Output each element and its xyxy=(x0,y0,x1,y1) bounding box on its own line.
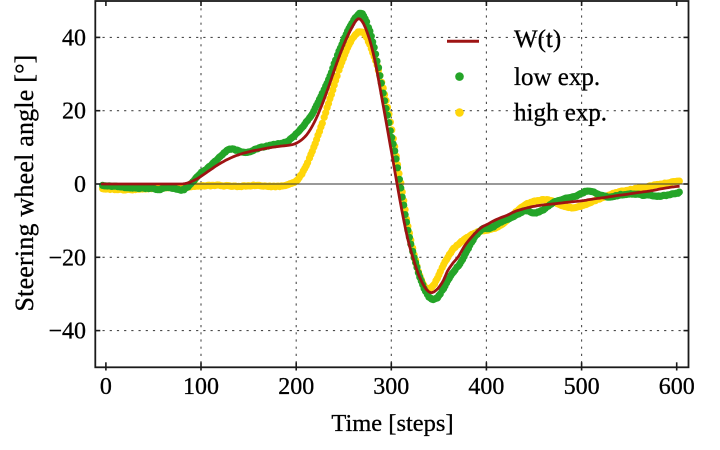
svg-text:W(t): W(t) xyxy=(514,26,561,53)
svg-text:Steering wheel angle [°]: Steering wheel angle [°] xyxy=(10,54,39,311)
svg-text:0: 0 xyxy=(74,172,86,198)
svg-text:−40: −40 xyxy=(48,319,86,345)
svg-text:high exp.: high exp. xyxy=(514,100,607,127)
svg-text:0: 0 xyxy=(100,374,112,400)
svg-text:100: 100 xyxy=(183,374,219,400)
svg-text:−20: −20 xyxy=(48,245,86,271)
svg-text:400: 400 xyxy=(468,374,504,400)
svg-text:600: 600 xyxy=(659,374,695,400)
svg-text:low exp.: low exp. xyxy=(514,64,600,91)
svg-text:Time [steps]: Time [steps] xyxy=(331,410,453,437)
svg-text:300: 300 xyxy=(373,374,409,400)
svg-text:200: 200 xyxy=(278,374,314,400)
svg-text:500: 500 xyxy=(564,374,600,400)
svg-text:20: 20 xyxy=(62,99,86,125)
svg-text:40: 40 xyxy=(62,25,86,51)
